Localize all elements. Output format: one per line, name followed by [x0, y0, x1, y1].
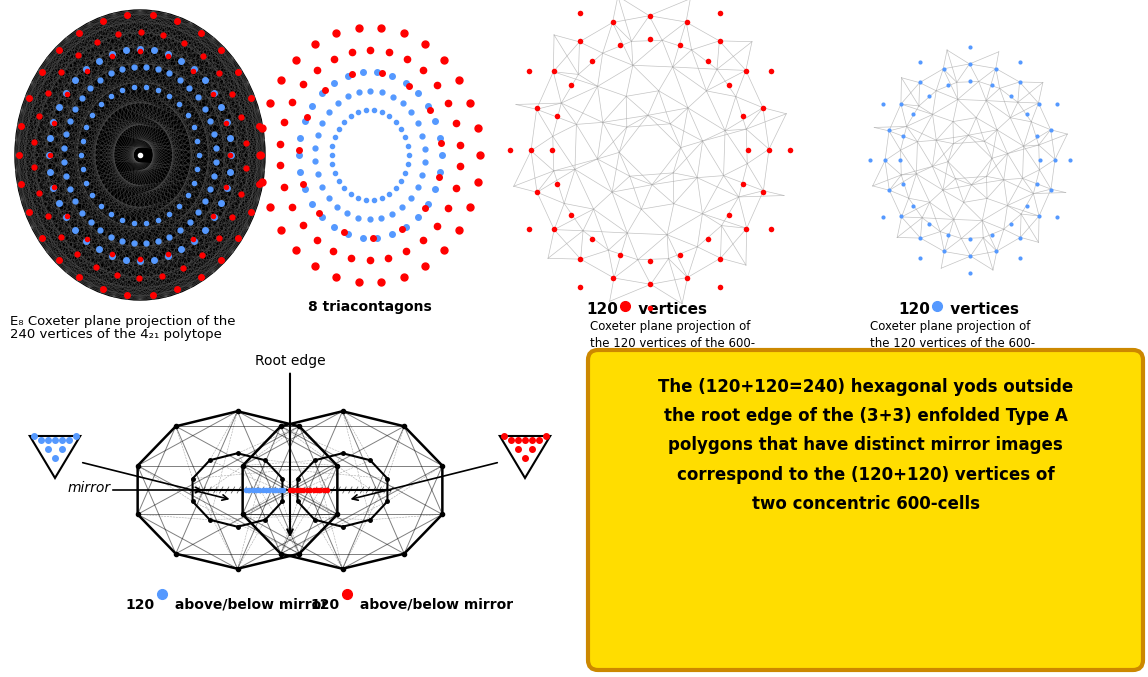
Text: Coxeter plane projection of
the 120 vertices of the 600-
cell. They form the 120: Coxeter plane projection of the 120 vert… [870, 320, 1037, 384]
Text: vertices: vertices [633, 302, 707, 317]
Text: above/below mirror: above/below mirror [355, 598, 513, 612]
Text: The (120+120=240) hexagonal yods outside
the root edge of the (3+3) enfolded Typ: The (120+120=240) hexagonal yods outside… [658, 378, 1073, 512]
Text: above/below mirror: above/below mirror [170, 598, 328, 612]
Text: Root edge: Root edge [255, 354, 325, 535]
Text: 240 vertices of the 4₂₁ polytope: 240 vertices of the 4₂₁ polytope [10, 328, 222, 341]
Text: vertices: vertices [945, 302, 1019, 317]
Text: mirror: mirror [68, 481, 111, 495]
Text: E₈ Coxeter plane projection of the: E₈ Coxeter plane projection of the [10, 315, 235, 328]
Text: 120: 120 [311, 598, 340, 612]
Text: 120: 120 [587, 302, 618, 317]
Text: 120: 120 [126, 598, 155, 612]
FancyBboxPatch shape [588, 350, 1143, 670]
Text: Coxeter plane projection of
the 120 vertices of the 600-
cell. They form the 120: Coxeter plane projection of the 120 vert… [590, 320, 755, 384]
Text: 120: 120 [898, 302, 930, 317]
Text: 8 triacontagons: 8 triacontagons [308, 300, 432, 314]
Ellipse shape [15, 10, 265, 300]
